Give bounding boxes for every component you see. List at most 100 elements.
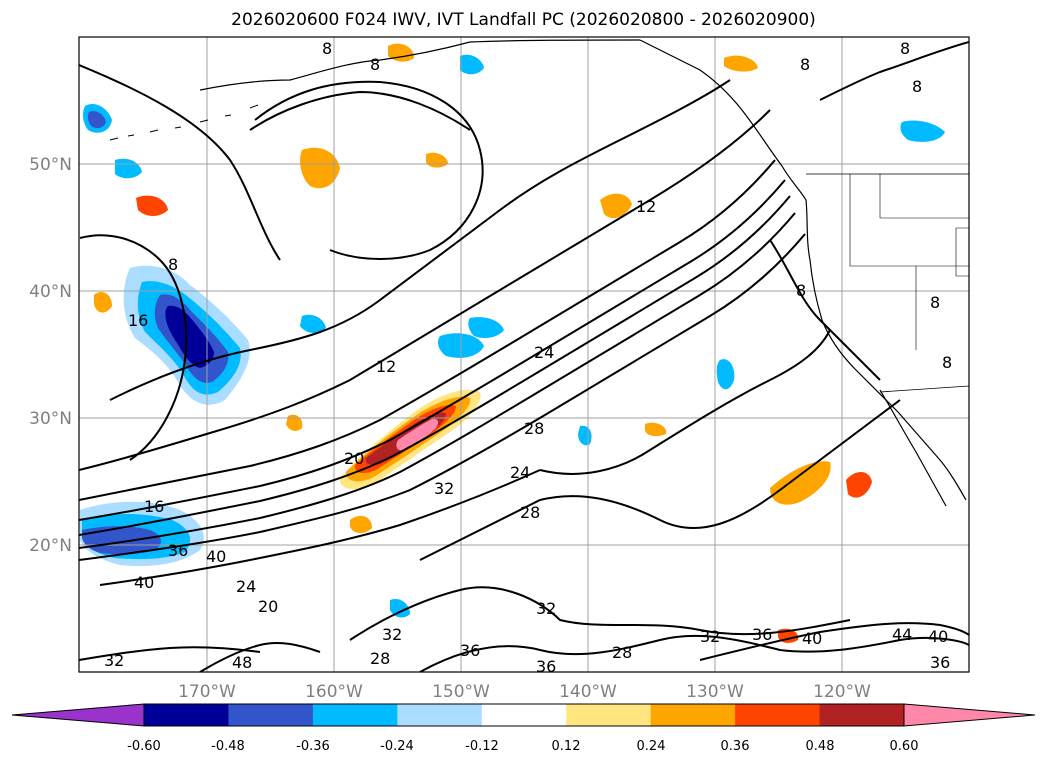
contour-label: 8: [912, 77, 922, 96]
colorbar-tick-label: 0.48: [806, 739, 835, 754]
contour-label: 32: [700, 627, 720, 646]
contour-line-28-east: [419, 399, 901, 561]
negative-anomaly-fills: [80, 54, 945, 618]
colorbar-segment: [144, 704, 229, 726]
contour-label: 36: [752, 625, 772, 644]
contour-labels: 8 8 8 8 8 8 8 8 8 12 12 16 16 20 20 24 2…: [104, 39, 952, 676]
contour-label: 36: [168, 541, 188, 560]
lon-label-130w: 130°W: [686, 682, 744, 702]
contour-label: 8: [168, 255, 178, 274]
contour-line-24: [79, 179, 786, 521]
positive-region-small-6: [645, 422, 667, 437]
contour-label: 12: [376, 357, 396, 376]
colorbar-tick-label: 0.24: [637, 739, 666, 754]
lat-label-50n: 50°N: [29, 155, 72, 175]
contour-line-32-south: [349, 586, 851, 641]
colorbar-segment: [650, 704, 736, 726]
colorbar-ticks: -0.60 -0.48 -0.36 -0.24 -0.12 0.12 0.24 …: [127, 739, 918, 754]
colorbar-tick-label: 0.60: [890, 739, 919, 754]
colorbar-tick-label: -0.12: [465, 739, 499, 754]
positive-region-small-1: [136, 195, 168, 216]
positive-region-ar-max: [396, 418, 439, 451]
contour-line-8-coast: [769, 239, 881, 381]
border-us-mexico: [879, 385, 969, 393]
graticule: [79, 37, 969, 672]
colorbar-segments: [144, 704, 905, 726]
aleutian-islands: [109, 104, 259, 141]
contour-label: 20: [344, 449, 364, 468]
negative-region-north-core: [87, 111, 106, 129]
negative-region-mid-2: [468, 317, 504, 338]
positive-region-east-2: [846, 471, 872, 498]
contour-label: 16: [144, 497, 164, 516]
colorbar-segment: [566, 704, 652, 726]
contour-label: 44: [892, 625, 912, 644]
negative-region-small-5: [390, 598, 410, 618]
positive-region-north-2: [600, 193, 632, 219]
contour-label: 8: [800, 55, 810, 74]
positive-region-small-3: [286, 414, 303, 431]
negative-region-small-4: [716, 359, 735, 390]
colorbar-extend-high: [903, 703, 1036, 727]
contour-label: 36: [930, 653, 950, 672]
contour-label: 40: [802, 629, 822, 648]
colorbar: -0.60 -0.48 -0.36 -0.24 -0.12 0.12 0.24 …: [11, 703, 1036, 754]
positive-region-east-1: [770, 461, 831, 505]
contour-line-20: [79, 159, 776, 501]
map-layers: 8 8 8 8 8 8 8 8 8 12 12 16 16 20 20 24 2…: [79, 37, 969, 676]
colorbar-segment: [397, 704, 483, 726]
contour-line-12-mid: [109, 79, 731, 401]
longitude-labels: 170°W 160°W 150°W 140°W 130°W 120°W: [178, 682, 871, 702]
plot-frame: [78, 36, 970, 673]
border-state-3: [879, 174, 969, 219]
contour-lines: [79, 41, 969, 672]
lon-label-140w: 140°W: [559, 682, 617, 702]
colorbar-segment: [228, 704, 314, 726]
latitude-labels: 50°N 40°N 30°N 20°N: [29, 155, 72, 556]
coastline-west-us: [805, 199, 967, 501]
contour-label: 24: [236, 577, 256, 596]
contour-label: 28: [520, 503, 540, 522]
contour-line-36: [79, 233, 806, 561]
contour-line-32-southwest: [79, 646, 261, 661]
contour-line-16: [79, 109, 771, 471]
contour-line-12-north: [254, 80, 484, 260]
contour-label: 28: [612, 643, 632, 662]
contour-label: 36: [460, 641, 480, 660]
colorbar-segment: [735, 704, 821, 726]
lat-label-30n: 30°N: [29, 409, 72, 429]
colorbar-tick-label: -0.48: [211, 739, 245, 754]
lon-label-120w: 120°W: [813, 682, 871, 702]
positive-region-north-1: [300, 147, 340, 189]
colorbar-tick-label: 0.36: [721, 739, 750, 754]
contour-label: 8: [322, 39, 332, 58]
contour-line-40: [99, 469, 541, 586]
contour-label: 32: [536, 599, 556, 618]
contour-label: 36: [536, 657, 556, 676]
contour-label: 8: [796, 281, 806, 300]
contour-label: 12: [636, 197, 656, 216]
contour-label: 8: [942, 353, 952, 372]
lat-label-40n: 40°N: [29, 282, 72, 302]
border-state-1: [849, 174, 969, 267]
contour-label: 28: [370, 649, 390, 668]
colorbar-segment: [481, 704, 567, 726]
contour-label: 8: [930, 293, 940, 312]
colorbar-tick-label: 0.12: [552, 739, 581, 754]
contour-label: 8: [900, 39, 910, 58]
negative-region-west-max: [165, 305, 214, 368]
lat-label-20n: 20°N: [29, 536, 72, 556]
contour-line-28: [79, 195, 791, 536]
contour-line-8-gyre: [79, 234, 188, 461]
positive-region-small-7: [350, 515, 372, 534]
colorbar-tick-label: -0.36: [296, 739, 330, 754]
contour-label: 40: [928, 627, 948, 646]
contour-line-32: [79, 212, 796, 549]
map-title: 2026020600 F024 IWV, IVT Landfall PC (20…: [231, 10, 816, 30]
contour-label: 8: [370, 55, 380, 74]
contour-label: 32: [382, 625, 402, 644]
contour-line-40-south: [699, 622, 969, 661]
contour-line-48: [199, 642, 321, 672]
colorbar-segment: [819, 704, 905, 726]
